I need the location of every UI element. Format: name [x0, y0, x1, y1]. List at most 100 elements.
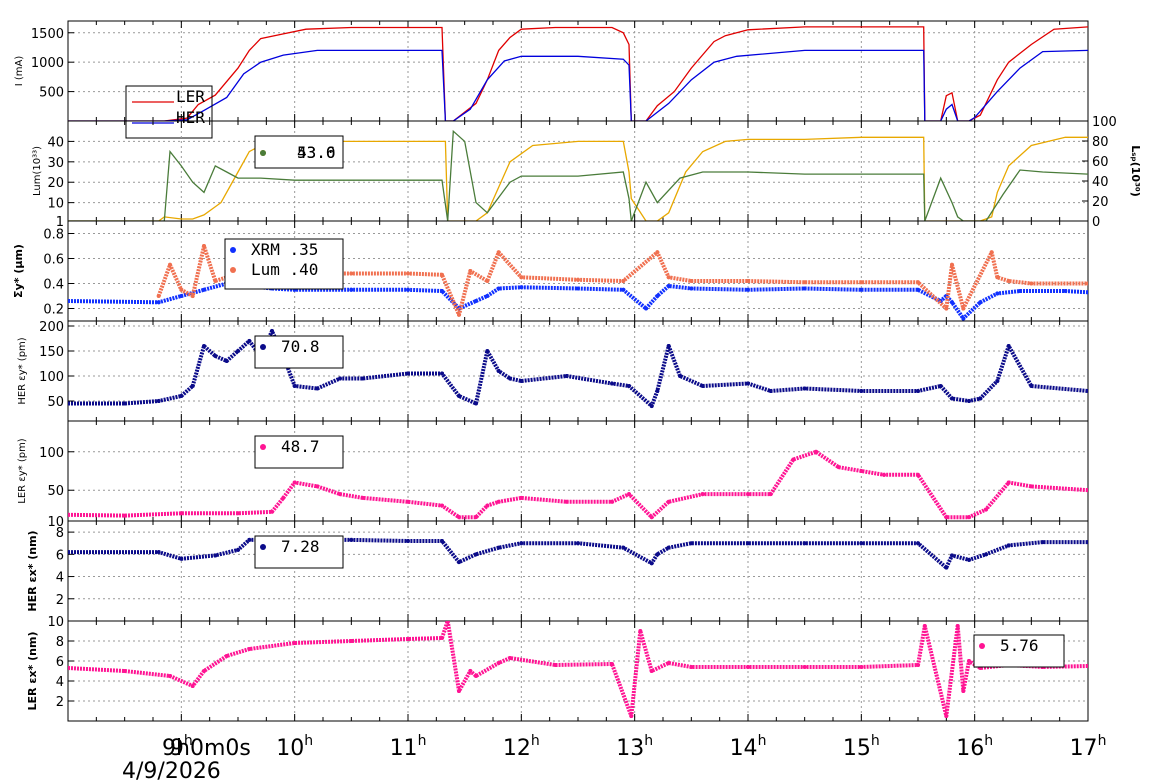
- data-point: [519, 541, 524, 546]
- data-point: [270, 329, 274, 333]
- data-point: [496, 250, 501, 255]
- data-point: [485, 349, 490, 353]
- start-time-label: 9h0m0s: [162, 736, 251, 761]
- data-point: [859, 280, 864, 285]
- data-point: [474, 552, 478, 557]
- data-point: [859, 469, 864, 473]
- data-point: [649, 515, 654, 520]
- data-point: [746, 492, 750, 497]
- ytick-label: 4: [56, 675, 64, 690]
- data-point: [457, 312, 461, 317]
- data-point: [666, 344, 671, 348]
- ylabel: LER εx* (nm): [26, 632, 39, 711]
- data-point: [1029, 384, 1034, 388]
- data-point: [519, 285, 524, 290]
- data-point: [916, 287, 920, 292]
- legend-entry: 70.8: [281, 337, 320, 356]
- ytick-label: 2: [56, 593, 64, 608]
- xtick-label: 15h: [843, 733, 880, 761]
- data-point: [995, 379, 1000, 383]
- ytick-right-label: 100: [1092, 115, 1117, 130]
- data-point: [916, 280, 920, 285]
- ytick-right-label: 80: [1092, 135, 1109, 150]
- ylabel: HER εx* (nm): [26, 530, 39, 611]
- panel-frame: [67, 120, 1089, 222]
- data-point: [474, 515, 478, 520]
- series-line: [68, 26, 1088, 121]
- panel-frame: [67, 20, 1089, 122]
- data-point: [944, 515, 949, 520]
- date-label: 4/9/2026: [122, 759, 221, 782]
- data-point: [68, 299, 70, 303]
- legend-entry: 53.6: [297, 143, 336, 162]
- data-point: [1063, 289, 1068, 293]
- legend: 70.8: [254, 335, 344, 369]
- data-point: [474, 299, 478, 303]
- data-point: [457, 560, 461, 565]
- data-point: [156, 550, 161, 555]
- series-line: [68, 136, 1088, 221]
- data-point: [576, 541, 580, 546]
- series-scatter: [68, 329, 1088, 408]
- data-point: [496, 661, 501, 665]
- data-point: [445, 621, 450, 623]
- data-point: [610, 499, 614, 504]
- ytick-right-label: 60: [1092, 155, 1109, 170]
- series-line: [68, 49, 1088, 121]
- ytick-label: 20: [47, 176, 64, 191]
- data-point: [655, 552, 660, 557]
- data-point: [406, 287, 410, 292]
- data-point: [440, 636, 444, 640]
- data-point: [791, 457, 796, 462]
- data-point: [644, 306, 648, 311]
- data-point: [122, 669, 127, 673]
- ytick-label: 8: [56, 526, 64, 541]
- data-point: [440, 503, 444, 508]
- ylabel: Lum(10³³): [32, 146, 43, 196]
- data-point: [689, 286, 694, 291]
- data-point: [406, 371, 410, 376]
- legend-entry: LER: [176, 87, 205, 106]
- data-point: [360, 495, 365, 500]
- legend-entry: 5.76: [1000, 636, 1039, 655]
- ytick-label: 30: [47, 156, 64, 171]
- series-line: [68, 129, 1088, 221]
- ytick-label: 500: [39, 86, 64, 101]
- ytick-label: 100: [39, 370, 64, 385]
- data-point: [474, 401, 478, 406]
- data-point: [564, 374, 569, 378]
- data-point: [338, 376, 342, 381]
- data-point: [406, 539, 410, 543]
- data-point: [1040, 540, 1045, 545]
- legend: 43.053.6: [254, 135, 344, 169]
- legend-entry: HER: [176, 108, 205, 127]
- legend-swatch: [260, 444, 266, 450]
- data-point: [202, 669, 206, 673]
- data-point: [1018, 289, 1022, 293]
- data-point: [621, 287, 626, 292]
- time-axis: 4/9/2026 9h 10h 11h 12h 13h 14h 15h 16h 17h 9h0m0…: [122, 733, 1106, 782]
- panel-her_ex: 2 4 6 8 HER εx* (nm) 7.28: [26, 520, 1089, 622]
- ytick-label: 10: [47, 197, 64, 212]
- data-point: [610, 381, 614, 386]
- data-point: [156, 300, 161, 305]
- data-point: [989, 250, 994, 255]
- ytick-label: 50: [47, 395, 64, 410]
- data-point: [666, 284, 671, 288]
- panel-frame: [67, 620, 1089, 722]
- panel-stack: 500 1000 1500 I (mA) LER HER 1 10 20 30 40 0 20 40 60 8…: [12, 20, 1142, 722]
- ytick-label: 150: [39, 345, 64, 360]
- ylabel: Σy* (µm): [12, 244, 25, 298]
- data-point: [485, 279, 490, 283]
- legend-swatch: [260, 344, 266, 350]
- data-point: [649, 669, 654, 673]
- legend-entry: 7.28: [281, 537, 320, 556]
- data-point: [916, 663, 920, 667]
- ytick-label: 1: [56, 215, 64, 230]
- data-point: [68, 512, 70, 517]
- data-point: [950, 396, 954, 401]
- data-point: [666, 499, 671, 504]
- data-point: [457, 394, 461, 398]
- ylabel: LER εy* (pm): [17, 438, 28, 504]
